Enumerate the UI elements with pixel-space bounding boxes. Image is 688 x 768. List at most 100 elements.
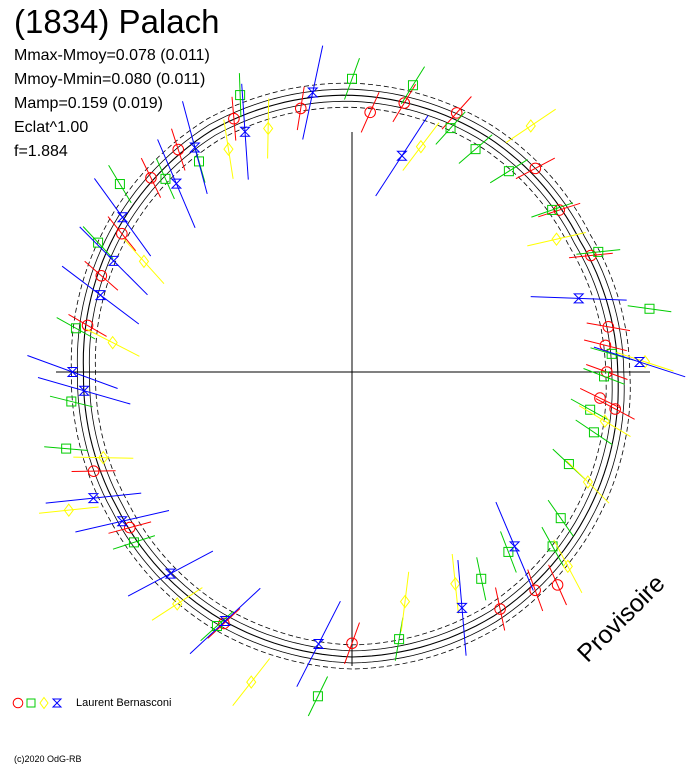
green-error-bar: [112, 535, 156, 550]
circle-marker: [172, 143, 185, 156]
circle-marker: [12, 697, 24, 709]
circle-marker: [228, 112, 240, 125]
circle-marker: [218, 617, 230, 630]
square-marker: [61, 443, 72, 454]
square-marker: [547, 204, 558, 215]
square-marker: [193, 156, 204, 167]
circle-marker: [145, 172, 157, 184]
star-marker-body: [219, 616, 231, 627]
green-error-bar: [400, 66, 426, 105]
circle-marker: [116, 227, 128, 240]
green-error-bar: [44, 446, 89, 451]
star-marker-body: [170, 178, 183, 189]
green-error-bar: [238, 73, 242, 118]
star-marker-body: [164, 568, 177, 579]
yellow-error-bar: [232, 658, 271, 707]
yellow-error-bar: [505, 108, 556, 144]
square-marker: [644, 303, 655, 314]
green-error-bar: [489, 159, 528, 184]
diamond-marker: [107, 335, 118, 350]
diamond-marker: [450, 576, 461, 591]
circle-marker: [602, 320, 615, 333]
red-error-bar: [84, 260, 119, 291]
circle-marker: [494, 603, 506, 615]
square-marker: [470, 144, 481, 155]
star-marker: [219, 616, 231, 627]
green-error-bar: [576, 249, 621, 255]
star-marker-body: [189, 142, 201, 153]
circle-marker: [398, 97, 411, 109]
diamond-marker: [246, 675, 257, 689]
square-marker: [445, 123, 456, 134]
yellow-error-bar: [85, 328, 140, 357]
star-marker-body: [116, 516, 128, 527]
diamond-marker: [39, 696, 49, 710]
circle-marker: [346, 637, 358, 650]
square-marker: [128, 537, 139, 548]
star-marker: [66, 367, 79, 377]
red-error-bar: [586, 322, 631, 332]
yellow-error-bar: [451, 553, 459, 614]
red-error-bar: [495, 587, 506, 631]
diamond-marker: [562, 559, 573, 574]
diamond-marker: [223, 142, 234, 156]
star-marker: [239, 126, 251, 137]
stat-mmax-mmoy: Mmax-Mmoy=0.078 (0.011): [14, 47, 210, 64]
square-marker: [160, 173, 171, 184]
green-error-bar: [500, 531, 517, 573]
star-marker-body: [66, 367, 79, 377]
red-error-bar: [527, 569, 544, 612]
diamond-marker: [399, 594, 411, 609]
stat-eclat: Eclat^1.00: [14, 119, 89, 136]
legend: Laurent Bernasconi: [12, 694, 171, 712]
square-marker: [407, 80, 418, 91]
legend-markers: [12, 696, 63, 710]
yellow-error-bar: [616, 352, 674, 372]
red-error-bar: [538, 202, 581, 218]
star-marker: [189, 142, 201, 153]
square-marker: [66, 396, 77, 407]
mean-curve-group: [70, 82, 631, 670]
green-error-bar: [627, 305, 672, 313]
star-marker: [78, 385, 90, 396]
green-error-bar: [583, 368, 625, 385]
circle-marker: [553, 204, 566, 216]
envelope-curve: [76, 88, 625, 664]
star-marker: [307, 87, 319, 98]
circle-marker: [294, 102, 307, 115]
square-marker: [476, 573, 487, 584]
red-error-bar: [71, 470, 116, 472]
stat-frequency: f=1.884: [14, 143, 68, 160]
square-marker: [503, 166, 514, 177]
square-marker: [503, 546, 514, 557]
green-error-bar: [531, 202, 574, 218]
star-marker: [116, 212, 129, 223]
circle-marker: [529, 162, 542, 175]
plot-axes: [56, 132, 650, 666]
legend-author: Laurent Bernasconi: [76, 697, 172, 709]
star-marker-body: [51, 698, 63, 708]
yellow-error-bar: [73, 456, 134, 459]
star-marker-body: [116, 212, 129, 223]
green-error-bar: [476, 557, 487, 601]
envelope-curve: [88, 100, 613, 652]
green-error-bar: [575, 419, 613, 446]
star-marker-body: [94, 290, 107, 301]
yellow-error-bar: [402, 122, 440, 171]
yellow-error-bar: [223, 119, 234, 179]
red-error-bar: [231, 96, 237, 141]
red-error-bar: [515, 157, 556, 180]
diamond-marker: [551, 232, 562, 247]
square-marker: [599, 371, 610, 382]
square-marker: [26, 698, 36, 708]
square-marker: [235, 90, 246, 101]
star-marker: [170, 178, 183, 189]
green-error-bar: [547, 499, 574, 537]
star-marker: [396, 150, 408, 161]
square-marker: [70, 323, 81, 334]
yellow-error-bar: [527, 232, 586, 247]
green-error-bar: [49, 395, 93, 408]
circle-marker: [450, 107, 463, 119]
star-marker: [87, 493, 100, 504]
